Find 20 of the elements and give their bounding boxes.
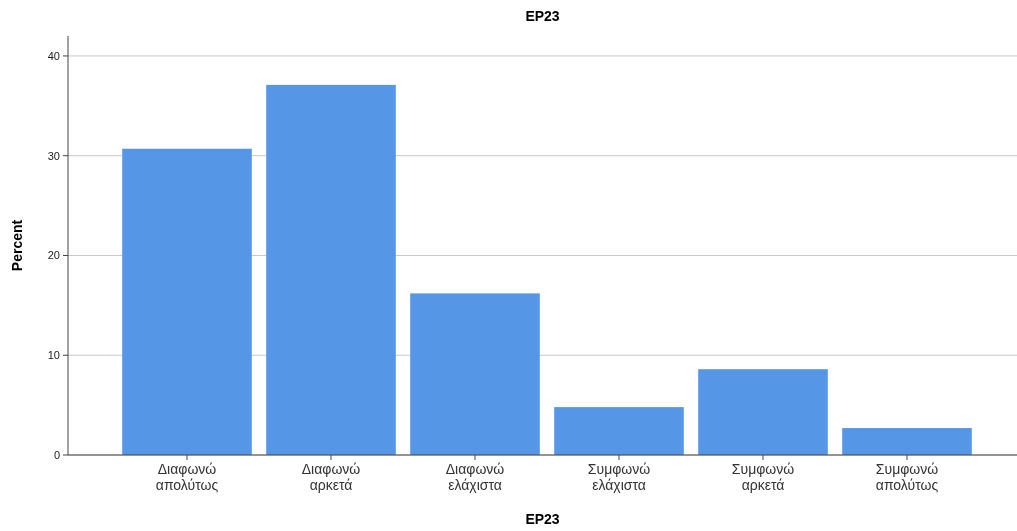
bar [122, 148, 252, 455]
bar [698, 369, 828, 455]
bar [410, 293, 540, 455]
chart-title: EP23 [525, 8, 560, 24]
x-tick-label: Διαφωνώ απολύτως [155, 461, 219, 493]
x-tick-label: Συμφωνώ απολύτως [875, 461, 939, 493]
bar [266, 84, 396, 455]
x-tick-label: Συμφωνώ αρκετά [731, 461, 795, 493]
x-axis-title: EP23 [525, 511, 560, 527]
x-tick-label: Διαφωνώ αρκετά [301, 461, 361, 493]
y-tick-label: 20 [47, 249, 60, 262]
bar [554, 407, 684, 455]
bar [842, 428, 972, 455]
x-tick-label: Συμφωνώ ελάχιστα [587, 461, 651, 493]
y-tick-label: 40 [47, 49, 60, 62]
y-axis-title: Percent [9, 219, 25, 272]
y-tick-label: 10 [47, 349, 60, 362]
x-tick-label: Διαφωνώ ελάχιστα [445, 461, 505, 493]
y-tick-label: 30 [47, 149, 60, 162]
y-tick-label: 0 [53, 448, 60, 461]
